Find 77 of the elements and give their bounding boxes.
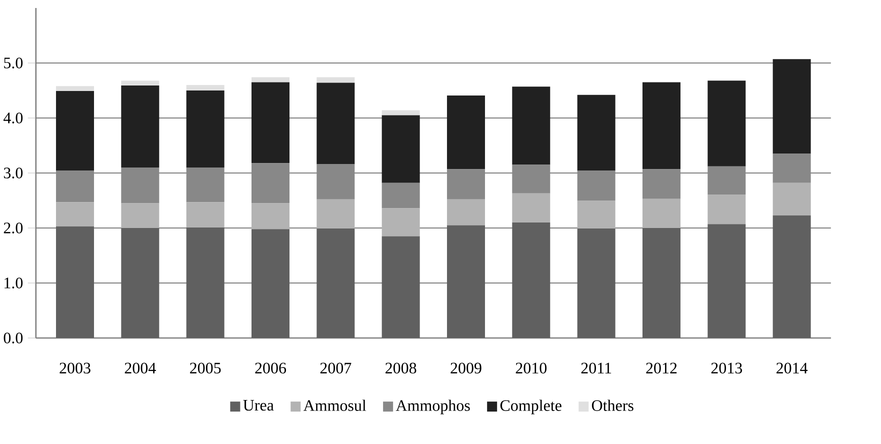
x-tick-label: 2010 xyxy=(516,362,547,374)
bar xyxy=(577,228,616,338)
legend-label: Ammosul xyxy=(303,400,366,411)
bar xyxy=(316,164,355,200)
y-tick-label: 2.0 xyxy=(4,222,23,234)
bar xyxy=(56,91,94,171)
x-tick-label: 2005 xyxy=(190,362,221,374)
x-tick-label: 2012 xyxy=(646,362,677,374)
bar xyxy=(577,200,616,229)
bar xyxy=(772,182,811,216)
bar xyxy=(186,168,224,202)
x-tick-label: 2004 xyxy=(124,362,156,374)
legend-label: Ammophos xyxy=(396,400,470,414)
bar xyxy=(642,228,680,338)
legend-label: Urea xyxy=(243,400,274,411)
bar xyxy=(577,170,616,200)
bar xyxy=(382,236,420,338)
bar xyxy=(121,203,160,228)
bar xyxy=(252,82,290,164)
bar xyxy=(252,203,290,230)
bar xyxy=(186,227,224,338)
bar xyxy=(186,202,224,228)
bar xyxy=(186,90,224,168)
bar xyxy=(512,222,550,338)
bar xyxy=(708,166,746,194)
bar xyxy=(577,94,616,171)
bar xyxy=(446,199,485,226)
bar xyxy=(382,208,420,236)
bar xyxy=(56,202,94,226)
bar xyxy=(56,226,94,338)
bar xyxy=(708,194,746,224)
x-tick-label: 2003 xyxy=(60,362,90,374)
bar xyxy=(708,224,746,338)
y-tick-label: 3.0 xyxy=(4,168,23,178)
bar xyxy=(642,198,680,228)
bar xyxy=(772,59,811,154)
bar xyxy=(446,225,485,338)
bar xyxy=(382,110,420,116)
x-tick-label: 2008 xyxy=(386,362,416,374)
bar xyxy=(382,115,420,183)
bar xyxy=(121,86,160,168)
bar xyxy=(512,86,550,165)
legend-label: Complete xyxy=(500,400,562,414)
x-tick-label: 2006 xyxy=(255,362,286,374)
x-tick-label: 2007 xyxy=(320,362,352,374)
bar xyxy=(772,154,811,183)
bar xyxy=(708,80,746,166)
bar xyxy=(446,95,485,170)
bar xyxy=(512,193,550,223)
bar xyxy=(642,169,680,199)
x-tick-label: 2014 xyxy=(776,362,808,374)
x-tick-label: 2011 xyxy=(581,362,612,374)
bar xyxy=(121,168,160,204)
x-tick-label: 2013 xyxy=(711,362,742,374)
bar xyxy=(772,215,811,338)
y-tick-label: 0.0 xyxy=(4,332,23,344)
bar xyxy=(446,169,485,200)
bar xyxy=(56,170,94,202)
bar xyxy=(121,228,160,338)
legend-label: Others xyxy=(592,400,634,411)
bar xyxy=(316,228,355,338)
bar xyxy=(252,77,290,82)
bar xyxy=(512,164,550,194)
y-tick-label: 1.0 xyxy=(4,278,23,288)
bar xyxy=(316,82,355,164)
bar xyxy=(252,229,290,338)
bar xyxy=(382,182,420,208)
y-tick-label: 5.0 xyxy=(4,58,23,68)
bar xyxy=(56,86,94,92)
bar xyxy=(316,199,355,229)
y-tick-label: 4.0 xyxy=(4,112,23,124)
bar xyxy=(121,80,160,86)
bar xyxy=(642,82,680,170)
bar xyxy=(186,85,224,91)
x-tick-label: 2009 xyxy=(450,362,482,374)
bar xyxy=(316,77,355,83)
bar xyxy=(252,163,290,204)
